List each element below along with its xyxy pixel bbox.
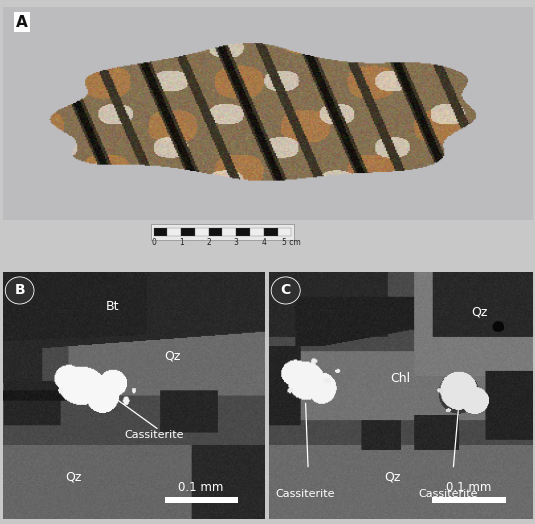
Bar	[432, 497, 506, 503]
Bar	[165, 497, 238, 503]
Text: Bt: Bt	[105, 300, 119, 313]
Bar	[278, 227, 292, 236]
Text: 0.1 mm: 0.1 mm	[446, 481, 492, 494]
Text: 1: 1	[179, 238, 184, 247]
Text: 0: 0	[151, 238, 156, 247]
Bar	[250, 227, 264, 236]
Text: A: A	[16, 15, 28, 29]
Text: Cassiterite: Cassiterite	[418, 489, 478, 499]
Text: 3: 3	[234, 238, 239, 247]
Text: 4: 4	[262, 238, 266, 247]
Text: Qz: Qz	[164, 350, 181, 363]
Text: Qz: Qz	[65, 471, 81, 484]
Text: Cassiterite: Cassiterite	[276, 489, 335, 499]
Bar	[181, 227, 195, 236]
Bar	[154, 227, 167, 236]
Circle shape	[5, 277, 34, 304]
Text: 5 cm: 5 cm	[282, 238, 301, 247]
Bar	[167, 227, 181, 236]
Text: Qz: Qz	[384, 471, 401, 484]
Text: 2: 2	[207, 238, 211, 247]
Bar	[209, 227, 223, 236]
Text: C: C	[280, 283, 291, 298]
Bar	[223, 227, 236, 236]
Bar	[264, 227, 278, 236]
Circle shape	[271, 277, 300, 304]
Text: Qz: Qz	[471, 305, 488, 319]
Text: Chl: Chl	[391, 372, 410, 385]
Text: 0.1 mm: 0.1 mm	[178, 481, 224, 494]
Text: B: B	[14, 283, 25, 298]
Bar	[195, 227, 209, 236]
Text: Cassiterite: Cassiterite	[124, 430, 184, 440]
Bar	[151, 224, 294, 241]
Bar	[236, 227, 250, 236]
